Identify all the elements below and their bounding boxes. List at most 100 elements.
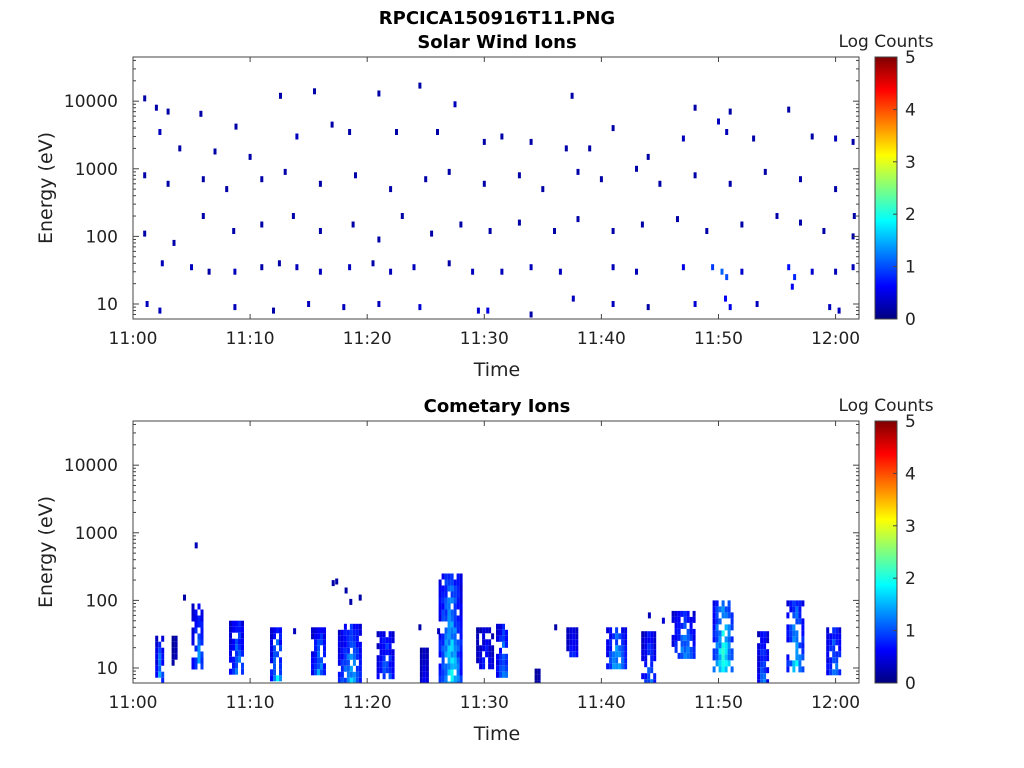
- heatmap-cell: [502, 659, 505, 666]
- heatmap-cell: [485, 639, 489, 646]
- heatmap-cell: [488, 228, 492, 234]
- heatmap-cell: [646, 153, 650, 160]
- heatmap-cell: [343, 623, 347, 630]
- heatmap-cell: [248, 153, 252, 160]
- heatmap-cell: [340, 647, 344, 654]
- heatmap-cell: [352, 623, 356, 630]
- heatmap-cell: [789, 606, 793, 613]
- x-axis: 11:00 11:10 11:20 11:30 11:40 11:50 12:00: [109, 421, 860, 713]
- heatmap-cell: [505, 659, 508, 666]
- heatmap-cell: [569, 645, 573, 652]
- heatmap-cell: [755, 301, 759, 307]
- heatmap-cell: [760, 631, 764, 638]
- heatmap-cell: [320, 639, 323, 646]
- heatmap-cell: [476, 627, 480, 634]
- heatmap-cell: [456, 639, 460, 646]
- heatmap-cell: [459, 669, 463, 676]
- heatmap-cell: [354, 172, 357, 179]
- heatmap-cell: [444, 651, 448, 658]
- heatmap-cell: [200, 663, 204, 670]
- heatmap-cell: [453, 645, 457, 652]
- plot-frame: [132, 420, 860, 684]
- heatmap-cell: [272, 307, 275, 314]
- colorbar-tick-label: 4: [905, 464, 916, 484]
- heatmap-cell: [337, 653, 341, 660]
- heatmap-cell: [476, 651, 480, 658]
- heatmap-cell: [650, 649, 654, 656]
- heatmap-cell: [430, 230, 434, 237]
- heatmap-cell: [724, 295, 727, 302]
- heatmap-cell: [337, 677, 341, 683]
- heatmap-cell: [644, 643, 648, 650]
- heatmap-cell: [647, 612, 651, 619]
- heatmap-cell: [718, 654, 722, 661]
- heatmap-cell: [787, 106, 791, 113]
- heatmap-cell: [488, 657, 492, 664]
- heatmap-cell: [389, 268, 393, 275]
- heatmap-cell: [795, 618, 799, 625]
- heatmap-cell: [200, 651, 204, 658]
- heatmap-cell: [438, 591, 442, 598]
- heatmap-cell: [277, 260, 281, 267]
- heatmap-cell: [279, 675, 282, 682]
- heatmap-cell: [482, 657, 486, 664]
- heatmap-cell: [330, 121, 334, 128]
- heatmap-cell: [161, 653, 165, 660]
- heatmap-cell: [389, 186, 393, 193]
- heatmap-cell: [653, 643, 657, 650]
- heatmap-cell: [571, 295, 575, 302]
- heatmap-cell: [317, 669, 320, 676]
- heatmap-cell: [482, 663, 486, 670]
- heatmap-cell: [154, 104, 158, 111]
- heatmap-cell: [241, 662, 244, 669]
- heatmap-cell: [358, 659, 362, 666]
- heatmap-cell: [314, 651, 317, 658]
- heatmap-cell: [388, 667, 392, 674]
- heatmap-cell: [352, 647, 356, 654]
- heatmap-cell: [677, 610, 681, 617]
- heatmap-cell: [343, 647, 347, 654]
- heatmap-cell: [447, 645, 451, 652]
- heatmap-cell: [680, 622, 684, 629]
- heatmap-cell: [194, 542, 198, 549]
- heatmap-cell: [570, 92, 574, 99]
- heatmap-cell: [273, 669, 276, 676]
- heatmap-cell: [727, 648, 731, 655]
- heatmap-cell: [419, 677, 423, 683]
- heatmap-cell: [692, 652, 696, 659]
- heatmap-cell: [609, 651, 613, 658]
- heatmap-cell: [646, 304, 650, 311]
- heatmap-cell: [517, 219, 521, 226]
- heatmap-cell: [644, 637, 648, 644]
- heatmap-cell: [724, 660, 728, 667]
- heatmap-cell: [689, 622, 693, 629]
- heatmap-cell: [621, 657, 625, 664]
- heatmap-cell: [453, 663, 457, 670]
- x-tick-label: 12:00: [811, 329, 860, 349]
- heatmap-cell: [447, 681, 451, 683]
- heatmap-cell: [502, 623, 505, 630]
- heatmap-cell: [572, 639, 576, 646]
- heatmap-cell: [450, 609, 454, 616]
- heatmap-cell: [317, 627, 320, 634]
- heatmap-cell: [835, 663, 839, 670]
- heatmap-cell: [499, 629, 502, 636]
- heatmap-cell: [425, 671, 429, 678]
- heatmap-cell: [201, 213, 205, 219]
- heatmap-cell: [320, 657, 323, 664]
- heatmap-cell: [826, 669, 830, 676]
- heatmap-cell: [712, 618, 716, 625]
- heatmap-cell: [786, 636, 790, 643]
- heatmap-cell: [352, 641, 356, 648]
- heatmap-cell: [760, 667, 764, 674]
- heatmap-cell: [241, 620, 244, 627]
- heatmap-cell: [588, 145, 592, 152]
- heatmap-cell: [482, 639, 486, 646]
- heatmap-cell: [496, 653, 499, 660]
- heatmap-cell: [826, 657, 830, 664]
- heatmap-cell: [235, 656, 238, 663]
- heatmap-cell: [171, 653, 175, 660]
- heatmap-cell: [456, 603, 460, 610]
- heatmap-cell: [798, 642, 802, 649]
- heatmap-cell: [197, 645, 201, 652]
